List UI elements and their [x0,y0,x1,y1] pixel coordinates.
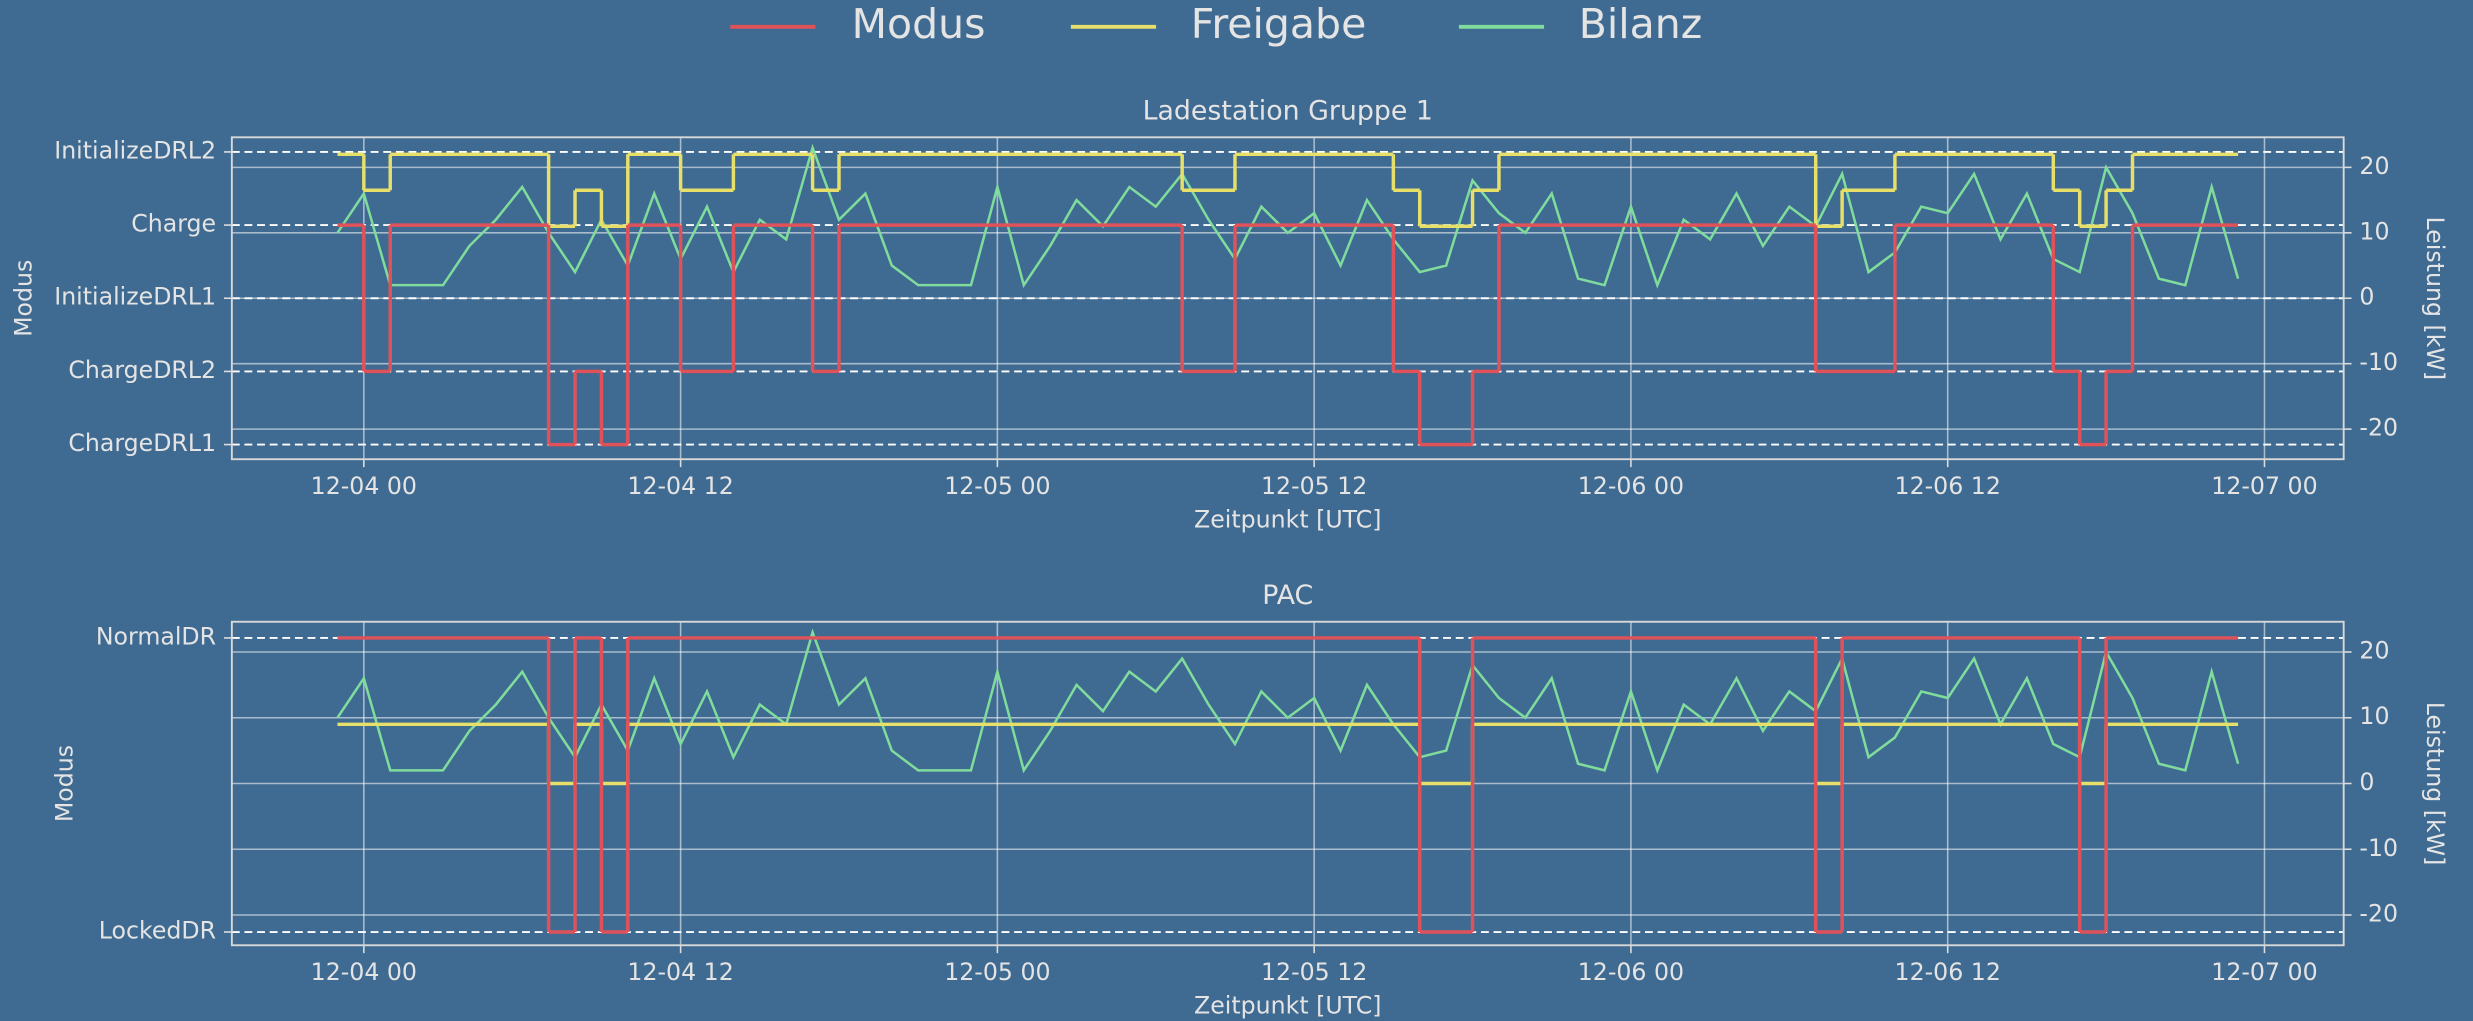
y-tick-label: NormalDR [96,622,216,650]
y-axis-label: Modus [10,260,38,337]
y2-tick-label: 0 [2359,768,2374,796]
y-tick-label: Charge [131,210,216,238]
y2-tick-label: -20 [2359,414,2398,442]
x-tick-label: 12-07 00 [2211,472,2317,500]
y2-axis-label: Leistung [kW] [2421,702,2449,866]
x-tick-label: 12-04 12 [627,472,733,500]
plot-frame [230,620,2345,947]
x-axis-label: Zeitpunkt [UTC] [1194,991,1381,1019]
y2-tick-label: 10 [2359,702,2389,730]
y-tick-label: InitializeDRL2 [54,136,216,164]
legend-label: Bilanz [1579,0,1703,48]
x-tick-label: 12-05 12 [1261,472,1367,500]
y2-tick-label: -10 [2359,348,2398,376]
x-tick-label: 12-07 00 [2211,958,2317,986]
y2-tick-label: 20 [2359,152,2389,180]
y-tick-label: InitializeDRL1 [54,283,216,311]
y-axis-label: Modus [51,745,79,822]
plot-frame [230,136,2345,461]
y-tick-label: ChargeDRL2 [68,356,216,384]
series-line [336,628,2240,775]
y-tick-label: ChargeDRL1 [68,429,216,457]
x-tick-label: 12-06 12 [1895,472,2001,500]
x-tick-label: 12-04 12 [627,958,733,986]
y2-axis-label: Leistung [kW] [2421,216,2449,380]
x-tick-label: 12-06 00 [1578,958,1684,986]
y2-tick-label: 0 [2359,283,2374,311]
x-axis-label: Zeitpunkt [UTC] [1194,505,1381,533]
series-line [336,143,2240,289]
legend-label: Freigabe [1191,0,1367,48]
chart-title: Ladestation Gruppe 1 [1143,96,1433,127]
x-tick-label: 12-05 12 [1261,958,1367,986]
x-tick-label: 12-06 00 [1578,472,1684,500]
y-tick-label: LockedDR [99,917,216,945]
x-tick-label: 12-05 00 [944,472,1050,500]
legend-label: Modus [852,0,986,48]
y2-tick-label: -20 [2359,900,2398,928]
x-tick-label: 12-04 00 [311,472,417,500]
x-tick-label: 12-04 00 [311,958,417,986]
chart-title: PAC [1262,580,1313,611]
x-tick-label: 12-06 12 [1895,958,2001,986]
y2-tick-label: 20 [2359,636,2389,664]
x-tick-label: 12-05 00 [944,958,1050,986]
y2-tick-label: 10 [2359,217,2389,245]
y2-tick-label: -10 [2359,834,2398,862]
